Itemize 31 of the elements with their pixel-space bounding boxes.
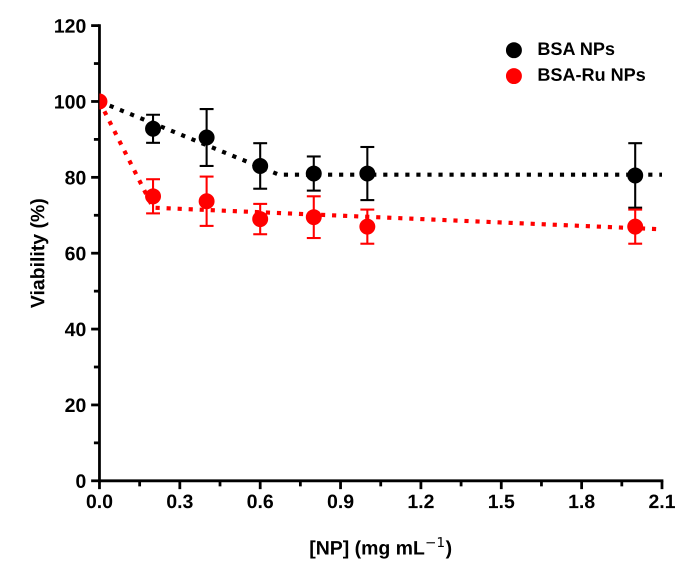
x-tick-label: 1.2: [408, 494, 434, 508]
point: [359, 218, 376, 235]
x-axis-title: [NP] (mg mL$^{−1}$): [310, 537, 452, 559]
point: [306, 166, 322, 182]
x-tick-label: 1.8: [569, 494, 595, 508]
point: [359, 166, 376, 182]
point: [252, 211, 268, 228]
legend-label: BSA-Ru NPs: [538, 68, 645, 81]
y-tick-label: 40: [64, 322, 86, 336]
y-tick-label: 0: [76, 474, 86, 488]
point: [198, 193, 215, 210]
x-tick-label: 0.3: [167, 494, 193, 508]
y-axis-title: Viability (%): [30, 199, 48, 308]
point: [627, 218, 644, 235]
y-tick-label: 20: [65, 398, 86, 412]
y-tick-label: 60: [65, 246, 86, 260]
y-tick-label: 80: [65, 170, 86, 185]
x-tick-label: 0.6: [247, 494, 274, 508]
point: [306, 209, 322, 226]
x-tick-label: 2.1: [649, 494, 675, 508]
point: [252, 158, 268, 174]
point: [145, 120, 162, 137]
x-tick-label: 0.0: [86, 494, 112, 508]
point: [627, 167, 644, 184]
y-tick-label: 120: [55, 19, 86, 33]
point: [198, 130, 215, 146]
x-tick-label: 0.9: [328, 494, 354, 508]
y-tick-label: 100: [55, 94, 86, 109]
point: [145, 188, 162, 204]
legend-label: BSA NPs: [538, 42, 614, 56]
x-tick-label: 1.5: [488, 494, 514, 508]
